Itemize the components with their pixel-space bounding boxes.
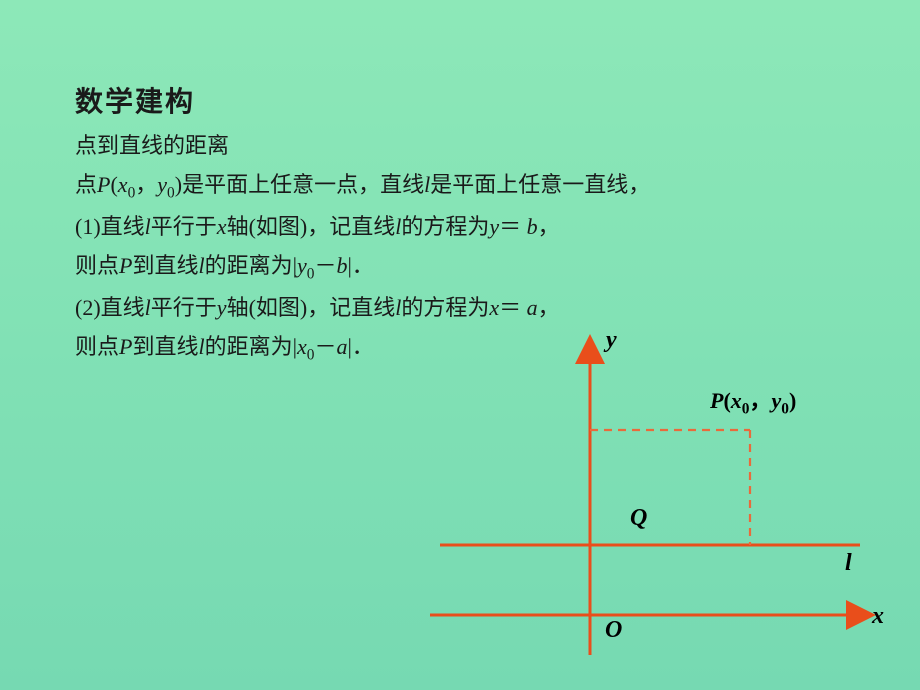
slide-content: 数学建构 点到直线的距离 点P(x0，y0)是平面上任意一点，直线l是平面上任意… [0, 0, 920, 369]
lbl: ) [789, 388, 796, 413]
lbl: P [710, 388, 723, 413]
x-axis-label: x [872, 603, 884, 630]
var-b: b [527, 214, 538, 239]
text-line-4: (2)直线l平行于y轴(如图)，记直线l的方程为x＝ a， [75, 288, 845, 327]
t: ， [135, 172, 157, 197]
var-y: y [217, 295, 227, 320]
t: ) [175, 172, 182, 197]
t: (1)直线 [75, 214, 145, 239]
var-a: a [337, 334, 348, 359]
t: 平行于 [151, 295, 217, 320]
t: 的方程为 [401, 214, 489, 239]
line-l-label: l [845, 550, 852, 577]
t: ， [538, 214, 560, 239]
t: 到直线 [132, 334, 198, 359]
section-title: 数学建构 [75, 80, 845, 120]
t: ， [538, 295, 560, 320]
t: |． [348, 253, 374, 278]
t: 则点 [75, 253, 119, 278]
var-x: x [118, 172, 128, 197]
var-a: a [527, 295, 538, 320]
coordinate-diagram: y x O l Q P(x0，y0) [420, 325, 890, 665]
var-y: y [297, 253, 307, 278]
var-P: P [97, 172, 110, 197]
var-x: x [297, 334, 307, 359]
lbl: ( [723, 388, 730, 413]
var-P: P [119, 253, 132, 278]
t: |． [348, 334, 374, 359]
t: (2)直线 [75, 295, 145, 320]
text-line-0: 点到直线的距离 [75, 126, 845, 165]
var-y: y [157, 172, 167, 197]
var-x: x [217, 214, 227, 239]
var-y: y [489, 214, 499, 239]
point-P-label: P(x0，y0) [710, 383, 796, 418]
t: 轴(如图)，记直线 [227, 295, 396, 320]
diagram-svg [420, 325, 890, 665]
text-line-3: 则点P到直线l的距离为|y0－b|． [75, 246, 845, 288]
point-Q-label: Q [630, 505, 647, 532]
lbl: 0 [781, 400, 789, 417]
t: 的距离为| [205, 253, 297, 278]
var-x: x [489, 295, 499, 320]
t: ( [110, 172, 117, 197]
lbl: ， [749, 388, 771, 413]
t: 的方程为 [401, 295, 489, 320]
t: ＝ [499, 214, 527, 239]
t: 的距离为| [205, 334, 297, 359]
t: 轴(如图)，记直线 [227, 214, 396, 239]
t: － [314, 334, 336, 359]
t: － [314, 253, 336, 278]
var-P: P [119, 334, 132, 359]
sub: 0 [167, 185, 175, 202]
t: 则点 [75, 334, 119, 359]
t: 点 [75, 172, 97, 197]
origin-label: O [605, 617, 622, 644]
lbl: y [772, 388, 782, 413]
t: 到直线 [132, 253, 198, 278]
t: 平行于 [151, 214, 217, 239]
t: 是平面上任意一点，直线 [182, 172, 424, 197]
lbl: x [731, 388, 742, 413]
var-b: b [337, 253, 348, 278]
text-line-1: 点P(x0，y0)是平面上任意一点，直线l是平面上任意一直线， [75, 165, 845, 207]
t: ＝ [499, 295, 527, 320]
text-line-2: (1)直线l平行于x轴(如图)，记直线l的方程为y＝ b， [75, 207, 845, 246]
y-axis-label: y [606, 327, 617, 354]
t: 是平面上任意一直线， [430, 172, 650, 197]
